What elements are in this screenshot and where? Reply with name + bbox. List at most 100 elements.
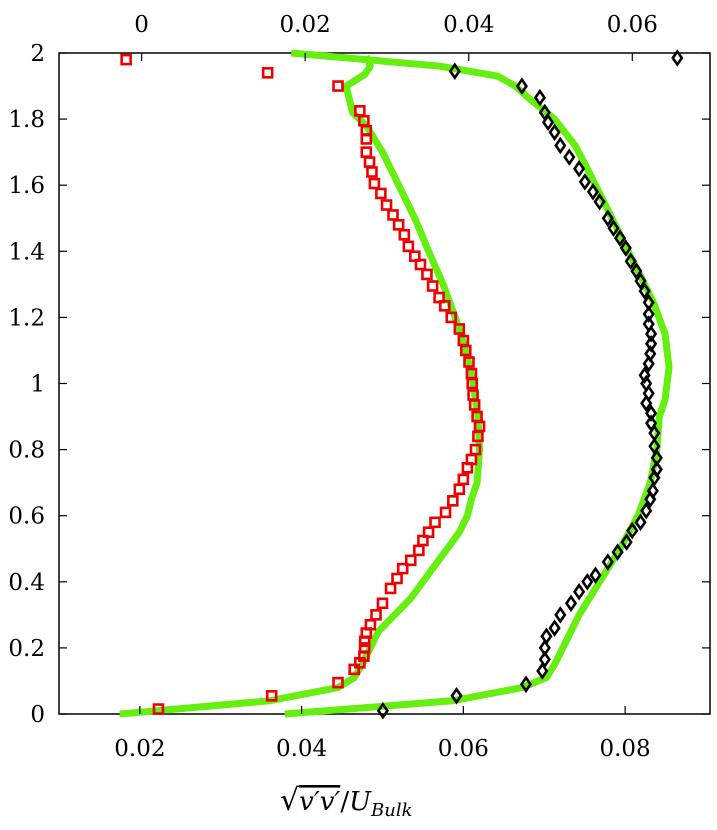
diamond-marker xyxy=(533,88,546,107)
diamond-marker xyxy=(586,183,600,201)
diamond-marker xyxy=(607,219,620,237)
square-marker xyxy=(392,219,405,231)
square-marker xyxy=(368,177,381,190)
diamond-marker xyxy=(638,282,651,300)
square-marker xyxy=(332,80,344,92)
diamond-marker xyxy=(646,482,659,500)
square-marker xyxy=(467,389,479,401)
plot-area: 0 0.2 0.4 0.6 0.8 1 1.2 1.4 1.6 1.8 2 0.02 0.04 0.06 0… xyxy=(8,12,711,762)
square-marker xyxy=(453,323,466,335)
square-marker xyxy=(360,146,373,158)
square-marker xyxy=(332,676,344,689)
square-marker xyxy=(402,240,415,253)
square-marker xyxy=(152,703,165,715)
square-marker xyxy=(453,483,466,496)
bottom-x-tick-label: 0.06 xyxy=(438,736,489,762)
square-marker xyxy=(457,473,470,486)
x-axis-title: √v′v′/UBulk xyxy=(280,783,412,821)
diamond-marker xyxy=(620,533,633,551)
diamond-marker xyxy=(642,305,655,323)
bottom-x-tick-label: 0.08 xyxy=(599,736,650,762)
diamond-marker xyxy=(540,627,553,646)
diamond-marker xyxy=(613,229,627,247)
y-tick-label: 1.2 xyxy=(8,305,45,331)
x-axis-title-u: U xyxy=(349,787,372,817)
bottom-x-tick-label: 0.02 xyxy=(114,736,165,762)
y-tick-label: 1.4 xyxy=(8,239,45,265)
diamond-marker xyxy=(536,662,549,680)
diamond-marker xyxy=(650,449,663,467)
diamond-marker xyxy=(448,62,461,80)
y-tick-label: 2 xyxy=(30,41,45,67)
square-marker xyxy=(366,166,378,178)
square-marker xyxy=(370,609,382,621)
square-marker xyxy=(261,67,274,79)
diamond-marker xyxy=(538,103,551,122)
y-tick-label: 0.4 xyxy=(8,570,45,596)
y-tick-label: 0.8 xyxy=(8,438,45,464)
diamond-marker xyxy=(376,701,389,720)
y-tick-label: 0.6 xyxy=(8,504,45,530)
y-tick-label: 0 xyxy=(30,702,45,728)
diamond-marker xyxy=(619,239,632,257)
diamond-marker xyxy=(645,335,658,353)
diamond-marker xyxy=(581,573,594,591)
square-marker xyxy=(413,544,425,557)
square-marker xyxy=(463,356,475,368)
diamond-marker xyxy=(671,49,684,67)
square-marker xyxy=(387,209,399,221)
square-marker xyxy=(471,410,483,423)
square-marker xyxy=(404,554,417,567)
square-marker xyxy=(265,690,278,702)
diamond-marker xyxy=(538,639,551,657)
diamond-marker xyxy=(626,521,639,540)
diamond-marker xyxy=(548,123,561,142)
diamond-marker xyxy=(648,437,661,456)
square-marker xyxy=(421,268,433,281)
square-marker xyxy=(375,187,387,200)
diamond-marker xyxy=(645,414,658,432)
axes: 0 0.2 0.4 0.6 0.8 1 1.2 1.4 1.6 1.8 2 0.02 0.04 0.06 0… xyxy=(8,12,710,762)
square-marker xyxy=(358,642,371,654)
diamond-marker xyxy=(554,606,567,624)
diamond-marker xyxy=(642,293,655,312)
top-x-tick-label: 0.04 xyxy=(443,12,494,38)
diamond-marker xyxy=(593,192,606,211)
square-marker xyxy=(426,280,439,292)
diamond-marker xyxy=(601,553,614,571)
square-marker xyxy=(120,53,132,66)
diamond-marker xyxy=(601,209,614,228)
diamond-marker xyxy=(563,148,576,166)
diamond-marker xyxy=(515,77,528,95)
diamond-marker xyxy=(519,675,533,694)
diamond-marker xyxy=(624,252,637,270)
square-marker xyxy=(429,516,441,529)
square-marker xyxy=(433,291,445,304)
diamond-marker xyxy=(640,501,653,520)
series-line-bottom xyxy=(119,54,483,718)
square-marker xyxy=(457,334,470,347)
bottom-x-tick-label: 0.04 xyxy=(276,736,327,762)
square-marker xyxy=(376,597,389,610)
diamond-marker xyxy=(611,543,624,561)
square-marker xyxy=(465,367,478,380)
top-x-tick-label: 0.02 xyxy=(280,12,331,38)
square-marker xyxy=(422,526,435,539)
diamond-marker xyxy=(644,345,657,363)
square-marker xyxy=(469,443,482,456)
y-tick-label: 1.8 xyxy=(8,107,45,133)
y-tick-label: 1.6 xyxy=(8,173,45,199)
diamond-marker xyxy=(589,566,602,584)
square-marker xyxy=(409,250,421,263)
y-tick-label: 0.2 xyxy=(8,636,45,662)
diamond-marker xyxy=(634,272,647,290)
diamond-marker xyxy=(548,619,561,637)
square-marker xyxy=(396,562,409,575)
square-marker xyxy=(380,199,393,211)
square-marker xyxy=(398,228,411,241)
x-axis-title-subscript: Bulk xyxy=(370,800,412,821)
top-x-tick-label: 0 xyxy=(134,12,149,38)
diamond-marker xyxy=(650,460,663,479)
diamond-marker xyxy=(642,354,655,373)
